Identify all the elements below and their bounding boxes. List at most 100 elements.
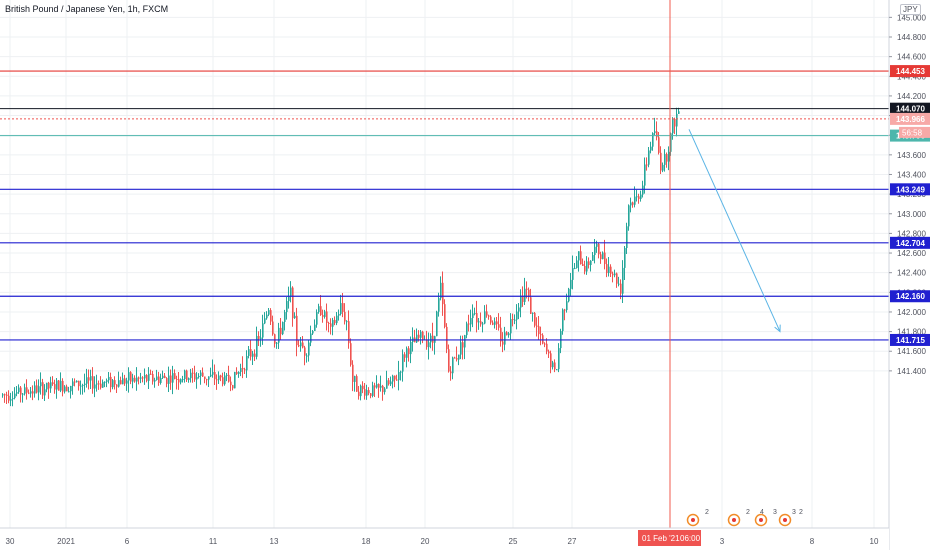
- time-tick-label: 10: [870, 537, 879, 546]
- candle: [364, 382, 366, 400]
- candle-body: [234, 371, 236, 389]
- candle-body: [14, 393, 16, 399]
- candle-body: [356, 376, 358, 392]
- candle-body: [580, 251, 582, 265]
- level-lines: [0, 70, 889, 341]
- candle: [166, 377, 168, 388]
- candle: [136, 367, 138, 391]
- candle-body: [670, 133, 672, 152]
- candle: [290, 281, 292, 303]
- candle: [304, 345, 306, 366]
- candle-body: [526, 288, 528, 290]
- candle: [340, 294, 342, 316]
- candle-body: [394, 375, 396, 380]
- candle: [236, 367, 238, 375]
- candle-body: [486, 311, 488, 316]
- candle-body: [300, 342, 302, 347]
- level-price-label: 142.704: [890, 236, 930, 249]
- candle-body: [346, 321, 348, 323]
- candle: [436, 310, 438, 337]
- candle: [360, 384, 362, 401]
- candle-body: [458, 354, 460, 360]
- candle: [502, 332, 504, 353]
- candle: [120, 376, 122, 385]
- candle: [470, 309, 472, 332]
- candle: [356, 374, 358, 392]
- price-axis: 141.400141.600141.800142.000142.200142.4…: [888, 0, 932, 550]
- candle-body: [202, 372, 204, 377]
- crosshair-date-text: 01 Feb '21: [642, 534, 680, 543]
- candle-body: [270, 310, 272, 322]
- candle: [158, 371, 160, 386]
- candle: [656, 121, 658, 141]
- candle: [278, 322, 280, 349]
- candle-body: [392, 375, 394, 382]
- candle: [274, 333, 276, 348]
- candle: [430, 333, 432, 349]
- candle: [488, 314, 490, 320]
- candle: [102, 379, 104, 388]
- candle: [4, 393, 6, 403]
- candle-body: [260, 337, 262, 339]
- candle-body: [518, 307, 520, 312]
- candle: [124, 374, 126, 386]
- candle-body: [612, 273, 614, 276]
- candle-body: [322, 314, 324, 317]
- candle: [662, 162, 664, 173]
- candle: [230, 376, 232, 392]
- candle-body: [546, 343, 548, 352]
- candle-body: [250, 349, 252, 357]
- candle: [580, 245, 582, 265]
- candle-body: [536, 325, 538, 327]
- event-count: 2: [799, 509, 803, 516]
- candle: [496, 316, 498, 330]
- candle: [228, 365, 230, 383]
- candle: [210, 367, 212, 378]
- candle: [406, 346, 408, 368]
- candle: [330, 318, 332, 335]
- candle: [410, 336, 412, 364]
- time-axis-background: [0, 528, 889, 550]
- candle-body: [204, 376, 206, 380]
- candle-body: [630, 202, 632, 206]
- candle-body: [624, 247, 626, 268]
- candle-body: [410, 342, 412, 355]
- candle: [528, 287, 530, 302]
- candle-body: [532, 312, 534, 314]
- candle: [186, 369, 188, 383]
- candle: [428, 332, 430, 360]
- candle-body: [416, 334, 418, 343]
- candle: [98, 380, 100, 390]
- candle: [48, 381, 50, 399]
- currency-badge[interactable]: JPY: [900, 4, 921, 15]
- candle: [296, 307, 298, 357]
- candle: [272, 315, 274, 336]
- candle-body: [272, 321, 274, 335]
- price-tick-label: 144.800: [897, 33, 926, 42]
- candle-body: [94, 384, 96, 389]
- candle-body: [54, 384, 56, 390]
- candle-body: [40, 382, 42, 387]
- candle: [558, 343, 560, 373]
- candle-body: [608, 266, 610, 274]
- candle-body: [78, 380, 80, 387]
- candle-body: [540, 334, 542, 336]
- candle-body: [18, 387, 20, 393]
- time-tick-label: 20: [421, 537, 430, 546]
- candle: [668, 146, 670, 171]
- candle: [24, 383, 26, 396]
- candle: [404, 352, 406, 362]
- candle-body: [184, 370, 186, 380]
- candle-body: [388, 380, 390, 385]
- candle-body: [180, 379, 182, 383]
- level-price-label-text: 142.160: [896, 292, 925, 301]
- candle-body: [108, 376, 110, 381]
- candle: [450, 366, 452, 381]
- candle-body: [538, 326, 540, 335]
- candle: [242, 356, 244, 379]
- candle-body: [552, 362, 554, 368]
- candle-body: [116, 384, 118, 387]
- candle-body: [20, 387, 22, 395]
- candle: [392, 374, 394, 389]
